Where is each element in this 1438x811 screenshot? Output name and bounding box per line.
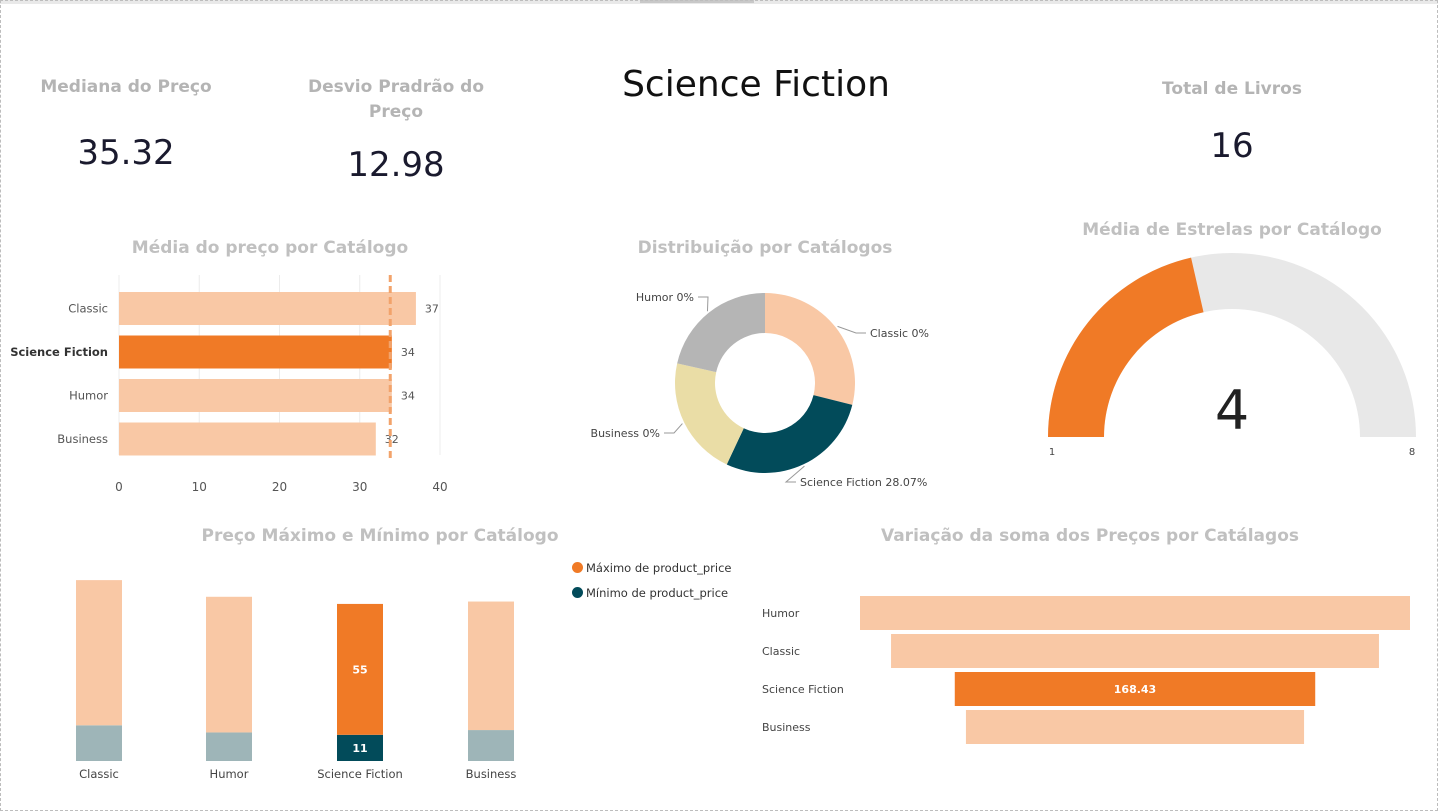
avg-price-bar-chart[interactable]: 0 10 20 30 40 Classic 37 Science Fiction 34 Humor… bbox=[0, 265, 470, 500]
funnel-bar bbox=[891, 634, 1379, 668]
gauge-max-label: 8 bbox=[1409, 447, 1415, 458]
funnel-bar bbox=[860, 596, 1410, 630]
category-label: Humor bbox=[762, 607, 800, 620]
leader-line bbox=[837, 325, 866, 334]
legend-swatch-max bbox=[572, 562, 583, 573]
kpi-median-value: 35.32 bbox=[77, 133, 175, 173]
data-label: 55 bbox=[352, 663, 367, 676]
max-min-column-chart[interactable]: Classic Humor 55 11 Science Fiction Business bbox=[40, 560, 560, 790]
column-segment-max bbox=[76, 580, 122, 726]
category-label: Science Fiction bbox=[317, 767, 403, 781]
gauge-min-label: 1 bbox=[1049, 447, 1055, 458]
category-label: Science Fiction bbox=[762, 683, 844, 696]
x-tick-label: 30 bbox=[352, 480, 367, 494]
data-label: 168.43 bbox=[1114, 683, 1156, 696]
slice-label: Humor 0% bbox=[636, 291, 694, 304]
donut-slice bbox=[726, 395, 853, 473]
funnel-chart-title: Variação da soma dos Preços por Catálago… bbox=[880, 526, 1299, 546]
page-title: Science Fiction bbox=[622, 64, 890, 105]
column-segment-max bbox=[337, 603, 383, 735]
legend-item-min[interactable]: Mínimo de product_price bbox=[572, 586, 728, 600]
leader-line bbox=[664, 423, 683, 434]
data-label: 32 bbox=[385, 433, 399, 446]
x-tick-label: 0 bbox=[115, 480, 123, 494]
leader-line bbox=[784, 465, 805, 483]
legend-item-max[interactable]: Máximo de product_price bbox=[572, 561, 732, 575]
data-label: 34 bbox=[401, 346, 415, 359]
distribution-donut-chart[interactable]: Classic 0% Science Fiction 28.07% Business… bbox=[560, 265, 960, 505]
kpi-stddev-value: 12.98 bbox=[347, 145, 445, 185]
leader-line bbox=[698, 296, 709, 312]
category-label: Business bbox=[57, 432, 108, 446]
bar bbox=[119, 379, 392, 412]
category-label: Humor bbox=[69, 389, 108, 403]
funnel-bar bbox=[954, 672, 1316, 706]
bar bbox=[119, 335, 392, 369]
gauge-fill bbox=[1048, 257, 1204, 437]
legend-label-min: Mínimo de product_price bbox=[586, 586, 729, 600]
donut-slice bbox=[765, 293, 855, 405]
top-bar-tab[interactable] bbox=[640, 0, 754, 3]
category-label: Classic bbox=[762, 645, 800, 658]
category-label: Science Fiction bbox=[10, 345, 108, 359]
category-label: Business bbox=[466, 767, 517, 781]
data-label: 34 bbox=[401, 390, 415, 403]
bar bbox=[119, 422, 376, 456]
category-label: Classic bbox=[79, 767, 119, 781]
column-segment-min bbox=[206, 732, 252, 761]
avg-price-chart-title: Média do preço por Catálogo bbox=[131, 238, 409, 258]
legend-swatch-min bbox=[572, 587, 583, 598]
data-label: 11 bbox=[352, 742, 367, 755]
column-segment-min bbox=[337, 734, 383, 761]
donut-slice bbox=[675, 363, 744, 465]
gauge-value: 4 bbox=[1215, 379, 1249, 442]
donut-slice bbox=[677, 293, 765, 373]
kpi-total-label: Total de Livros bbox=[1162, 79, 1302, 99]
column-segment-max bbox=[206, 596, 252, 733]
top-bar bbox=[0, 0, 1438, 4]
data-label: 37 bbox=[425, 303, 439, 316]
funnel-bar bbox=[965, 710, 1305, 744]
x-tick-label: 40 bbox=[432, 480, 447, 494]
distribution-chart-title: Distribuição por Catálogos bbox=[637, 238, 893, 258]
column-segment-min bbox=[468, 730, 514, 761]
category-label: Humor bbox=[210, 767, 249, 781]
stars-gauge-title: Média de Estrelas por Catálogo bbox=[1082, 220, 1382, 240]
kpi-total-value: 16 bbox=[1210, 126, 1254, 166]
column-segment-max bbox=[468, 601, 514, 731]
kpi-stddev-label: Desvio Pradrão do Preço bbox=[307, 77, 485, 122]
max-min-chart-title: Preço Máximo e Mínimo por Catálogo bbox=[201, 526, 559, 546]
slice-label: Business 0% bbox=[591, 427, 660, 440]
price-sum-funnel-chart[interactable]: Humor Classic Science Fiction 168.43 Busines… bbox=[740, 590, 1430, 755]
legend-label-max: Máximo de product_price bbox=[586, 561, 732, 575]
x-tick-label: 20 bbox=[272, 480, 287, 494]
x-tick-label: 10 bbox=[192, 480, 207, 494]
kpi-median-label: Mediana do Preço bbox=[40, 77, 212, 97]
bar bbox=[119, 292, 416, 325]
column-segment-min bbox=[76, 725, 122, 761]
stars-gauge[interactable]: 4 1 8 bbox=[1020, 245, 1438, 465]
slice-label: Classic 0% bbox=[870, 327, 929, 340]
category-label: Business bbox=[762, 721, 811, 734]
category-label: Classic bbox=[68, 302, 108, 316]
slice-label: Science Fiction 28.07% bbox=[800, 476, 927, 489]
